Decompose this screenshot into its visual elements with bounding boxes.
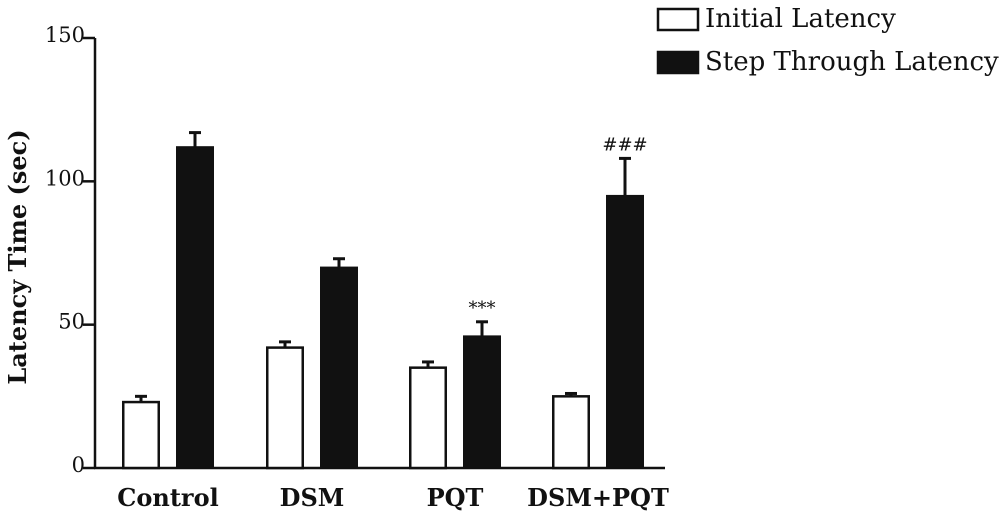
y-axis-title: Latency Time (sec): [3, 129, 32, 384]
labels: *** ### Control DSM PQT DSM+PQT: [117, 134, 669, 512]
legend-label: Initial Latency: [705, 4, 896, 34]
y-tick-label: 0: [72, 453, 85, 477]
y-tick-label: 150: [45, 23, 85, 47]
bar-initial-latency: [409, 366, 447, 470]
significance-annotation: ###: [602, 134, 647, 155]
bars: [122, 131, 644, 470]
x-tick-label: Control: [117, 483, 218, 512]
bar-initial-latency: [266, 346, 304, 470]
legend-label: Step Through Latency: [705, 47, 999, 77]
legend-swatch: [656, 50, 700, 75]
x-tick-label: DSM+PQT: [527, 483, 669, 512]
bar-initial-latency: [122, 400, 160, 470]
y-tick-label: 100: [45, 166, 85, 190]
bar-initial-latency: [552, 395, 590, 470]
legend: Initial Latency Step Through Latency: [656, 4, 999, 77]
bar-step-through-latency: [320, 266, 358, 469]
legend-swatch: [656, 7, 700, 32]
bar-step-through-latency: [176, 146, 214, 469]
x-tick-label: DSM: [280, 483, 345, 512]
significance-annotation: ***: [469, 298, 496, 319]
bar-step-through-latency: [463, 335, 501, 469]
y-tick-label: 50: [58, 310, 85, 334]
bar-step-through-latency: [606, 194, 644, 469]
x-tick-label: PQT: [427, 483, 484, 512]
